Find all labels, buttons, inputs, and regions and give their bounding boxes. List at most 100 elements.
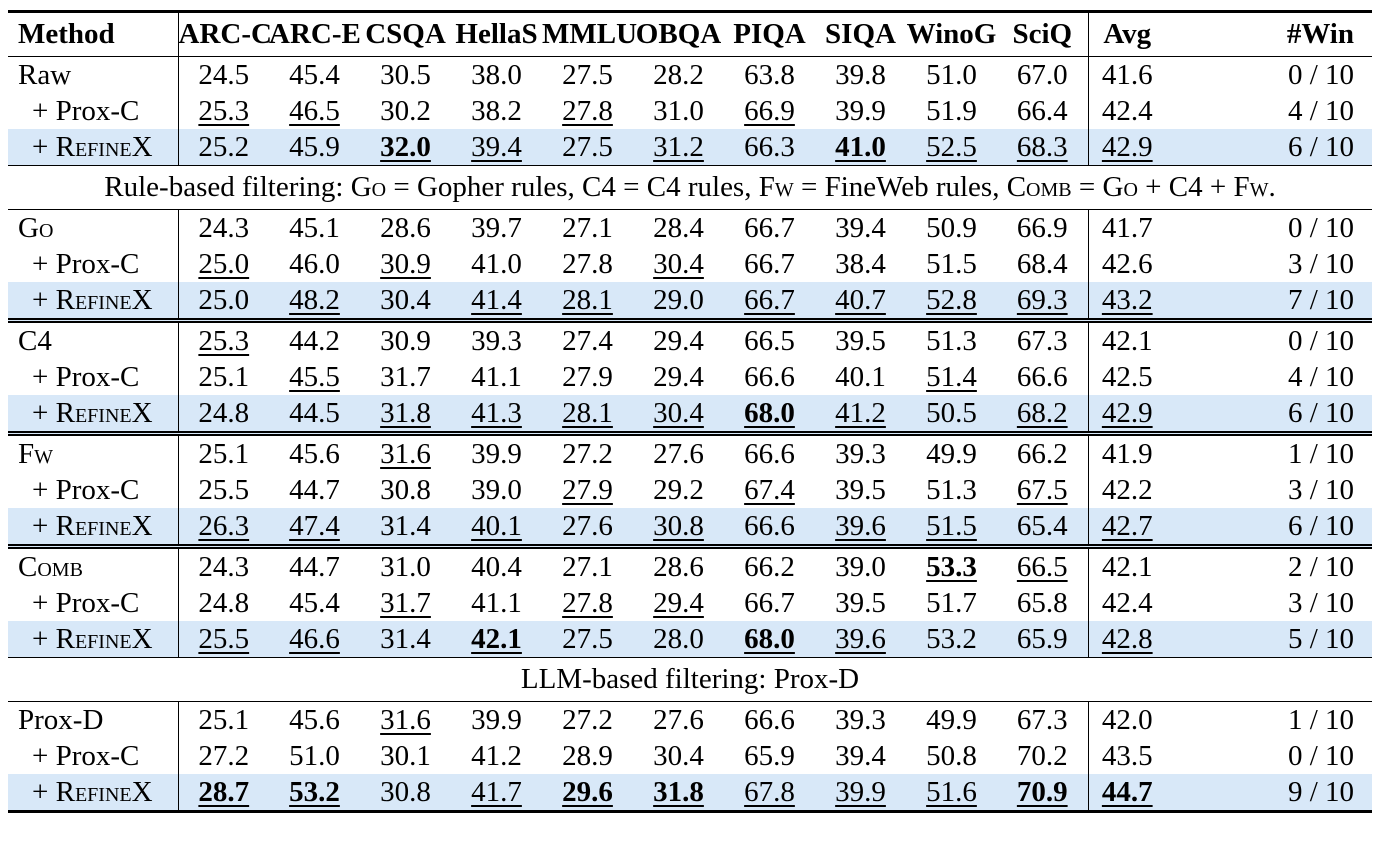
value-text: 25.1 [198, 438, 250, 470]
value-cell: 31.6 [360, 434, 451, 473]
band-text: . [1268, 171, 1276, 203]
table-row: + Prox-C 25.3 46.5 30.2 38.2 27.8 31.0 66.9 39.9… [8, 93, 1372, 129]
value-cell: 46.5 [269, 93, 360, 129]
header-row: Method ARC-C ARC-E CSQA HellaS MMLU OBQA PIQA SI… [8, 11, 1372, 57]
method-label-text: + RefineX [32, 284, 153, 316]
value-cell: 53.2 [269, 774, 360, 812]
value-cell: 44.7 [1087, 774, 1166, 812]
method-label-text: + Prox-C [32, 474, 140, 506]
value-text: 42.7 [1101, 510, 1153, 542]
value-text: 41.7 [1101, 212, 1153, 244]
value-text: 66.6 [1016, 361, 1068, 393]
column-header-winog: WinoG [906, 11, 997, 57]
value-text: 46.5 [289, 95, 340, 127]
value-cell: 51.6 [906, 774, 997, 812]
value-text: 31.4 [380, 510, 431, 542]
value-text: 24.8 [198, 397, 250, 429]
value-cell: 43.2 [1087, 282, 1166, 321]
column-header-csqa: CSQA [360, 11, 451, 57]
value-text: 31.0 [380, 551, 431, 583]
column-header-piqa: PIQA [724, 11, 815, 57]
band-smallcaps-text: Fw [1233, 171, 1269, 203]
value-text: 32.0 [380, 131, 431, 163]
value-cell: 50.8 [906, 738, 997, 774]
value-text: 43.5 [1101, 740, 1153, 772]
value-cell: 7 / 10 [1166, 282, 1372, 321]
value-cell: 42.9 [1087, 129, 1166, 166]
value-cell: 40.1 [815, 359, 906, 395]
value-cell: 44.5 [269, 395, 360, 434]
value-text: 28.9 [562, 740, 613, 772]
column-header-sciq: SciQ [997, 11, 1088, 57]
value-text: 40.7 [835, 284, 886, 316]
value-text: 27.1 [562, 212, 613, 244]
value-cell: 30.4 [633, 395, 724, 434]
value-text: 27.5 [562, 59, 613, 91]
value-cell: 38.4 [815, 246, 906, 282]
value-cell: 42.1 [451, 621, 542, 658]
column-header-mmlu: MMLU [542, 11, 637, 57]
value-text: 41.6 [1101, 59, 1153, 91]
value-cell: 45.5 [269, 359, 360, 395]
value-cell: 30.4 [633, 738, 724, 774]
value-cell: 42.2 [1087, 472, 1166, 508]
value-text: 40.1 [471, 510, 522, 542]
value-cell: 67.3 [997, 702, 1088, 739]
value-cell: 3 / 10 [1166, 472, 1372, 508]
value-text: 50.9 [926, 212, 977, 244]
table-row: Prox-D 25.1 45.6 31.6 39.9 27.2 27.6 66.6 39.3 49… [8, 701, 1372, 739]
value-text: 27.6 [653, 438, 704, 470]
value-cell: 42.0 [1087, 701, 1166, 738]
method-label: Fw [8, 434, 178, 473]
value-text: 27.1 [562, 551, 613, 583]
value-cell: 27.4 [542, 321, 633, 360]
value-text: 39.9 [471, 704, 522, 736]
value-cell: 25.3 [177, 93, 269, 129]
method-label: + RefineX [8, 508, 178, 547]
value-text: 28.6 [380, 212, 431, 244]
method-label: + RefineX [8, 621, 178, 658]
value-text: 41.1 [471, 361, 522, 393]
value-cell: 30.2 [360, 93, 451, 129]
value-text: 29.0 [653, 284, 704, 316]
value-text: 24.5 [198, 59, 250, 91]
value-cell: 49.9 [906, 702, 997, 739]
section-band: Rule-based filtering: Go = Gopher rules,… [8, 165, 1372, 210]
value-text: 7 / 10 [1287, 284, 1354, 316]
value-text: 30.2 [380, 95, 431, 127]
value-text: 5 / 10 [1287, 623, 1354, 655]
value-text: 42.2 [1101, 474, 1153, 506]
value-cell: 51.4 [906, 359, 997, 395]
value-text: 30.4 [653, 740, 704, 772]
method-label-text: + Prox-C [32, 587, 140, 619]
value-text: 28.4 [653, 212, 704, 244]
value-text: 42.1 [471, 623, 522, 655]
value-cell: 43.5 [1087, 738, 1166, 774]
value-cell: 46.0 [269, 246, 360, 282]
value-cell: 45.4 [269, 585, 360, 621]
value-cell: 68.2 [997, 395, 1088, 434]
value-cell: 29.4 [633, 585, 724, 621]
value-text: 31.6 [380, 704, 431, 736]
value-text: 6 / 10 [1287, 510, 1354, 542]
value-cell: 66.9 [724, 93, 815, 129]
value-cell: 63.8 [724, 57, 815, 94]
value-cell: 24.3 [177, 209, 269, 246]
value-text: 28.6 [653, 551, 704, 583]
value-text: 39.5 [835, 325, 886, 357]
value-text: 66.2 [744, 551, 795, 583]
value-cell: 9 / 10 [1166, 774, 1372, 812]
value-text: 49.9 [926, 438, 977, 470]
value-text: 44.7 [1101, 776, 1153, 808]
value-cell: 27.2 [542, 702, 633, 739]
value-cell: 66.6 [724, 434, 815, 473]
value-text: 27.8 [562, 248, 613, 280]
value-cell: 68.4 [997, 246, 1088, 282]
value-cell: 66.6 [724, 359, 815, 395]
value-text: 52.5 [926, 131, 977, 163]
paper-table-wrap: Method ARC-C ARC-E CSQA HellaS MMLU OBQA PIQA SI… [8, 10, 1372, 813]
value-text: 30.4 [653, 248, 704, 280]
value-cell: 30.4 [360, 282, 451, 321]
value-cell: 40.4 [451, 547, 542, 586]
value-cell: 40.7 [815, 282, 906, 321]
